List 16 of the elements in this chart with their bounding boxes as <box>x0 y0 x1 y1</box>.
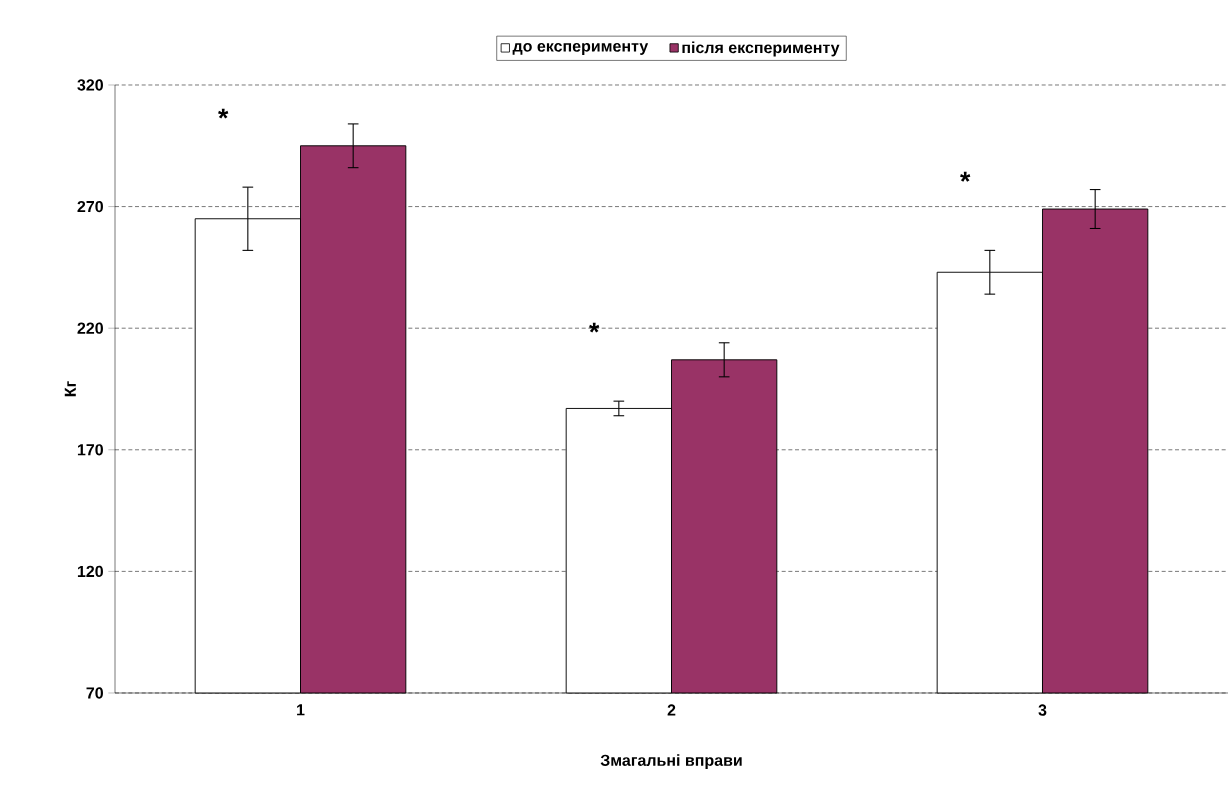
x-axis-title: Змагальні вправи <box>600 754 742 770</box>
legend-label: після експерименту <box>682 41 840 57</box>
legend-label: до експерименту <box>512 42 649 55</box>
y-axis-title: Кг <box>64 381 76 397</box>
x-tick-label: 2 <box>667 704 676 716</box>
y-tick-label: 270 <box>77 200 103 213</box>
x-tick-label: 3 <box>1038 704 1047 716</box>
y-tick-label: 120 <box>77 565 103 578</box>
y-tick-label: 220 <box>77 322 103 334</box>
annotation: * <box>218 108 229 119</box>
annotation: * <box>960 171 971 182</box>
y-tick-label: 320 <box>77 79 103 91</box>
y-tick-label: 170 <box>77 444 103 456</box>
x-tick-label: 1 <box>297 704 305 716</box>
y-tick-label: 70 <box>86 687 103 699</box>
annotation: * <box>589 322 600 333</box>
